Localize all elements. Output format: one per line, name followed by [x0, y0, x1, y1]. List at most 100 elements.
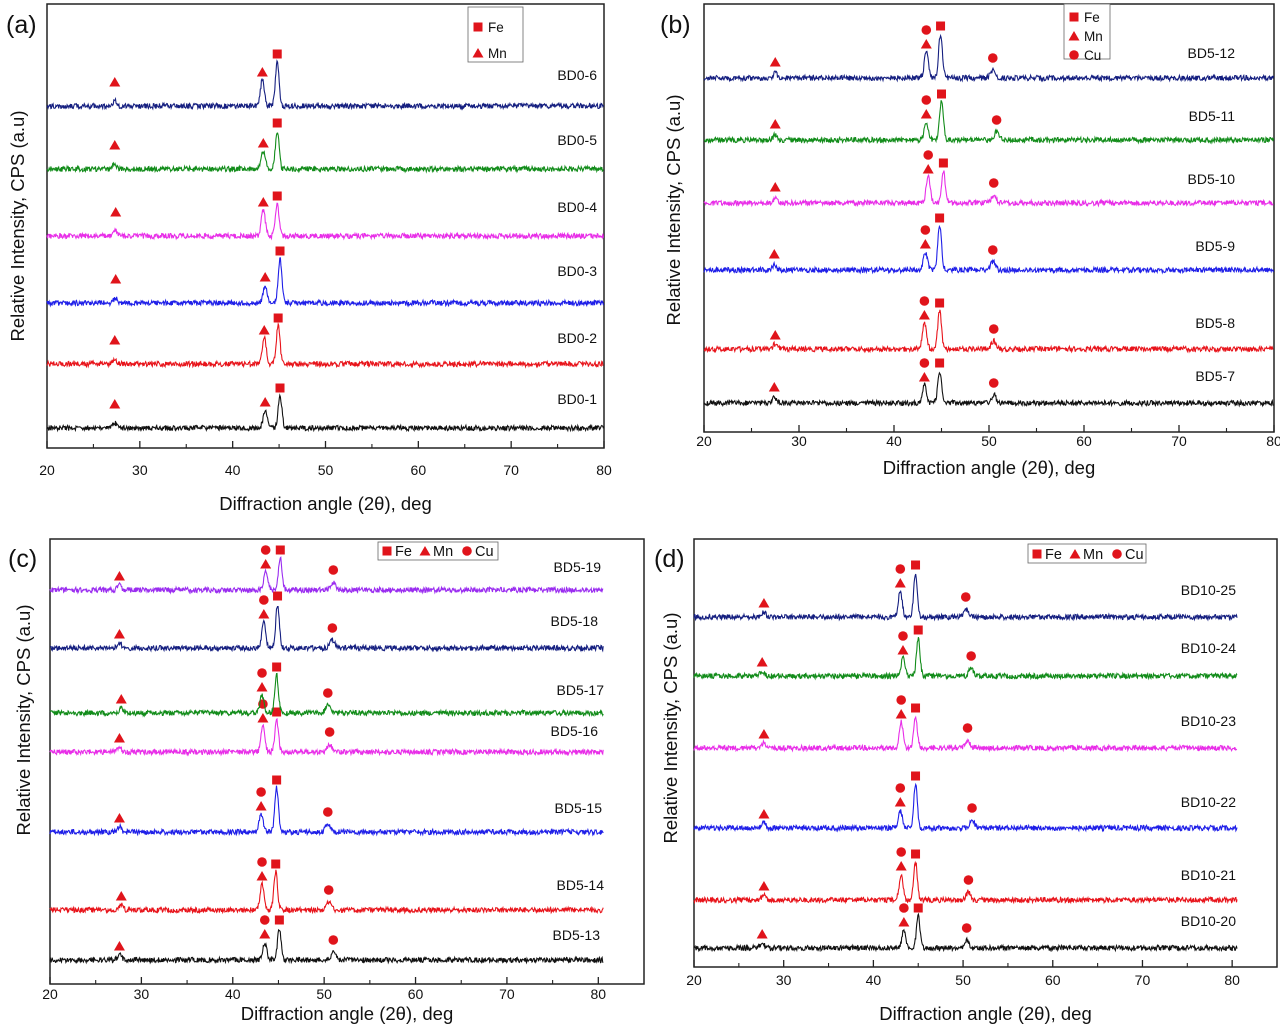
y-axis-label: Relative Intensity, CPS (a.u) [13, 605, 34, 836]
series-trace [46, 59, 604, 111]
x-tick-label: 40 [225, 986, 241, 1002]
plot-frame [46, 3, 605, 449]
series-BD5-8: BD5-8 [703, 296, 1274, 354]
fe-peak-marker [272, 662, 282, 672]
series-BD5-7: BD5-7 [703, 358, 1274, 408]
panel-2: 20 30 40 50 60 70 80 (c) Diffraction angle (2θ),… [8, 538, 645, 1024]
fe-peak-marker [273, 591, 283, 601]
mn-peak-marker [109, 399, 121, 409]
series-trace [703, 224, 1274, 275]
x-tick-label: 60 [1076, 433, 1092, 449]
series-label: BD10-24 [1181, 640, 1236, 656]
series-BD10-20: BD10-20 [693, 903, 1238, 953]
x-tick-label: 30 [134, 986, 150, 1002]
mn-peak-marker [113, 813, 125, 823]
plot-frame [693, 538, 1278, 968]
legend-mn-label: Mn [1084, 29, 1103, 44]
cu-peak-marker [988, 324, 999, 334]
cu-peak-marker [896, 695, 906, 705]
series-label: BD10-21 [1181, 867, 1236, 883]
series-label: BD5-10 [1188, 171, 1236, 187]
fe-peak-marker [937, 89, 946, 99]
series-trace [49, 606, 604, 653]
x-tick-label: 40 [886, 433, 902, 449]
mn-peak-marker [919, 239, 931, 249]
x-tick-label: 50 [318, 462, 334, 478]
x-tick-label: 20 [39, 462, 55, 478]
legend-mn-label: Mn [488, 46, 507, 61]
series-trace [49, 717, 604, 757]
series-trace [49, 785, 604, 837]
mn-peak-marker [756, 657, 768, 667]
series-label: BD5-12 [1188, 45, 1236, 61]
fe-peak-marker [913, 625, 923, 635]
series-trace [46, 321, 604, 369]
series-trace [46, 202, 604, 241]
mn-peak-marker [918, 372, 930, 382]
series-BD5-10: BD5-10 [703, 150, 1274, 208]
cu-peak-marker [967, 803, 977, 813]
series-label: BD5-9 [1195, 238, 1235, 254]
cu-peak-marker [899, 903, 909, 913]
fe-peak-marker [275, 246, 285, 256]
panel-label: (a) [6, 11, 37, 39]
panel-3: 20 30 40 50 60 70 80 (d) Diffraction angle (2θ),… [654, 538, 1278, 1024]
x-tick-label: 20 [686, 972, 702, 988]
cu-peak-marker [323, 885, 334, 895]
series-BD0-2: BD0-2 [46, 313, 604, 369]
cu-peak-marker [259, 595, 269, 605]
legend-mn-marker [1069, 549, 1081, 559]
x-tick-label: 30 [132, 462, 148, 478]
mn-peak-marker [922, 164, 934, 174]
cu-peak-marker [988, 178, 999, 188]
series-label: BD5-11 [1189, 108, 1236, 124]
cu-peak-marker [991, 115, 1002, 125]
cu-peak-marker [260, 545, 271, 555]
fe-peak-marker [271, 859, 281, 869]
panel-1: 20 30 40 50 60 70 80 (b) Diffraction angle (2θ),… [660, 3, 1280, 478]
mn-peak-marker [113, 571, 125, 581]
legend-fe-marker [1032, 549, 1042, 559]
mn-peak-marker [758, 729, 770, 739]
x-axis-label: Diffraction angle (2θ), deg [879, 1003, 1092, 1024]
legend-cu-marker [1069, 50, 1079, 60]
x-axis-label: Diffraction angle (2θ), deg [241, 1003, 454, 1024]
fe-peak-marker [275, 545, 285, 555]
legend-mn-marker [472, 48, 484, 58]
mn-peak-marker [110, 274, 122, 284]
fe-peak-marker [272, 707, 282, 717]
mn-peak-marker [257, 138, 269, 148]
series-BD5-17: BD5-17 [49, 662, 604, 718]
y-axis-label: Relative Intensity, CPS (a.u) [7, 111, 28, 342]
series-trace [703, 371, 1274, 408]
mn-peak-marker [259, 272, 271, 282]
mn-peak-marker [768, 249, 780, 259]
legend-fe-label: Fe [488, 20, 504, 35]
series-label: BD5-19 [554, 559, 602, 575]
mn-peak-marker [113, 941, 125, 951]
cu-peak-marker [921, 25, 932, 35]
x-tick-label: 60 [1045, 972, 1061, 988]
series-trace [703, 33, 1274, 83]
legend-cu-label: Cu [1125, 547, 1144, 563]
fe-peak-marker [938, 158, 948, 168]
series-trace [49, 928, 604, 965]
series-BD5-14: BD5-14 [49, 857, 604, 915]
series-BD0-3: BD0-3 [46, 246, 604, 308]
fe-peak-marker [273, 313, 283, 323]
x-tick-label: 30 [791, 433, 807, 449]
cu-peak-marker [963, 875, 974, 885]
plot-frame [703, 3, 1275, 433]
series-BD5-16: BD5-16 [49, 699, 604, 757]
series-trace [693, 573, 1238, 622]
cu-peak-marker [256, 787, 266, 797]
series-trace [693, 637, 1238, 681]
legend-cu-label: Cu [475, 544, 494, 560]
series-trace [49, 556, 604, 595]
cu-peak-marker [962, 723, 973, 733]
legend-cu-marker [1112, 549, 1122, 559]
mn-peak-marker [256, 67, 268, 77]
series-label: BD0-1 [557, 391, 597, 407]
series-label: BD5-15 [555, 800, 603, 816]
x-tick-label: 60 [408, 986, 424, 1002]
